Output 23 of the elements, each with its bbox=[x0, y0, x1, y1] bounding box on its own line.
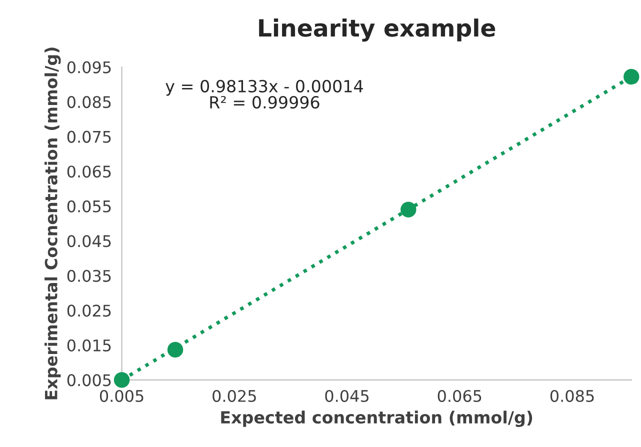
y-tick-label: 0.085 bbox=[67, 96, 111, 108]
x-tick-label: 0.005 bbox=[100, 390, 144, 402]
y-tick-label: 0.095 bbox=[67, 61, 111, 74]
y-tick-label: 0.055 bbox=[67, 200, 111, 212]
y-tick-label: 0.065 bbox=[67, 166, 111, 178]
y-tick-label: 0.015 bbox=[67, 339, 111, 352]
point bbox=[114, 372, 130, 388]
y-tick-label: 0.025 bbox=[67, 304, 111, 317]
y-tick-label: 0.005 bbox=[67, 374, 111, 386]
x-axis-title: Expected concentration (mmol/g) bbox=[221, 410, 532, 427]
x-tick-label: 0.025 bbox=[212, 390, 256, 402]
annotation: y = 0.98133x - 0.00014 R² = 0.99996 bbox=[166, 80, 363, 109]
y-tick-label: 0.075 bbox=[67, 130, 111, 143]
y-tick-label: 0.045 bbox=[67, 235, 111, 248]
x-tick-label: 0.045 bbox=[325, 390, 368, 402]
x-tick-label: 0.085 bbox=[550, 390, 594, 402]
x-tick-label: 0.065 bbox=[438, 390, 482, 402]
point bbox=[167, 342, 184, 358]
y-tick-label: 0.035 bbox=[67, 270, 111, 282]
chart-title: Linearity example bbox=[259, 18, 496, 42]
y-axis-title: Experimental Cocnentration (mmol/g) bbox=[44, 48, 61, 400]
point bbox=[624, 68, 640, 85]
point bbox=[400, 202, 416, 218]
